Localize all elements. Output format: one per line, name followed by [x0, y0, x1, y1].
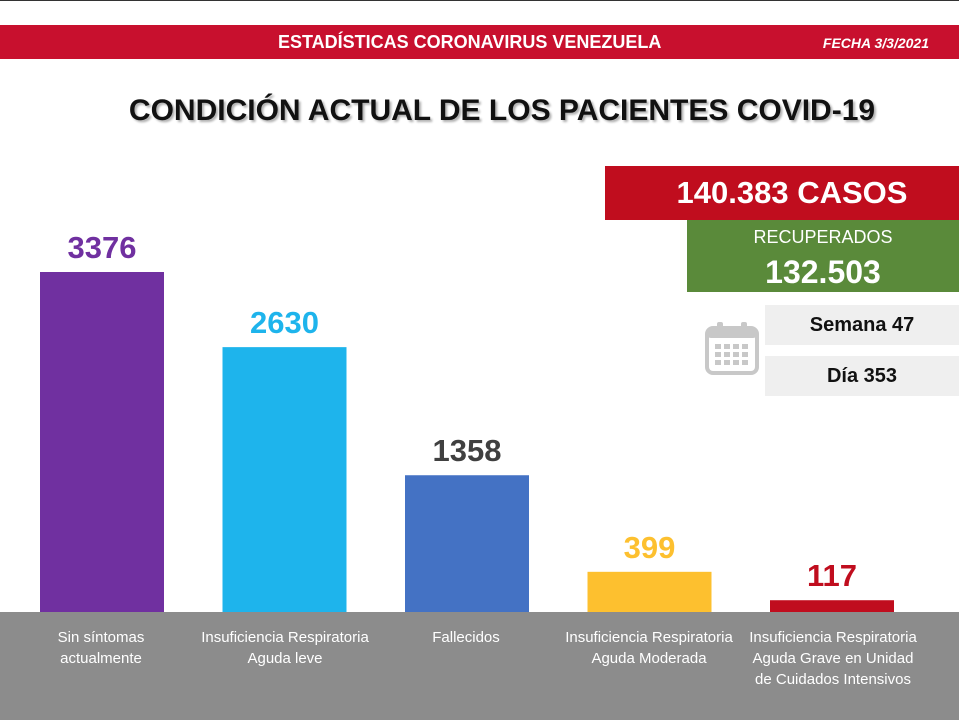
header-bar: ESTADÍSTICAS CORONAVIRUS VENEZUELA FECHA…: [0, 25, 959, 59]
bar-2: [222, 347, 347, 612]
category-label: Insuficiencia Respiratoria Aguda Moderad…: [565, 629, 733, 667]
total-cases-text: 140.383 CASOS: [676, 175, 908, 210]
bar-chart: 3376 2630 1358 399 117: [40, 230, 894, 612]
data-label-1: 3376: [68, 230, 137, 265]
data-label-2: 2630: [250, 305, 319, 340]
recovered-value: 132.503: [765, 254, 881, 290]
category-label: Insuficiencia Respiratoria Aguda Grave e…: [749, 629, 917, 688]
calendar-icon: [705, 322, 759, 375]
data-label-3: 1358: [433, 433, 502, 468]
bar-5: [770, 600, 894, 612]
recovered-label: RECUPERADOS: [753, 227, 893, 247]
total-cases-badge: 140.383 CASOS: [605, 166, 959, 220]
category-label: Sin síntomas actualmente: [57, 629, 145, 667]
header-date: FECHA 3/3/2021: [822, 35, 929, 51]
bar-3: [405, 475, 529, 612]
page-title: CONDICIÓN ACTUAL DE LOS PACIENTES COVID-…: [128, 94, 876, 127]
category-label: Fallecidos: [432, 629, 500, 646]
day-badge: Día 353: [765, 356, 959, 396]
top-border: [0, 0, 959, 1]
category-footer: Sin síntomas actualmente Insuficiencia R…: [0, 612, 959, 720]
recovered-panel: RECUPERADOS 132.503: [687, 220, 959, 292]
week-badge: Semana 47: [765, 305, 959, 345]
data-label-4: 399: [624, 530, 676, 565]
category-label: Insuficiencia Respiratoria Aguda leve: [201, 629, 369, 667]
header-title: ESTADÍSTICAS CORONAVIRUS VENEZUELA: [278, 32, 662, 52]
data-label-5: 117: [807, 558, 857, 593]
bar-1: [40, 272, 164, 612]
bar-4: [587, 571, 712, 612]
